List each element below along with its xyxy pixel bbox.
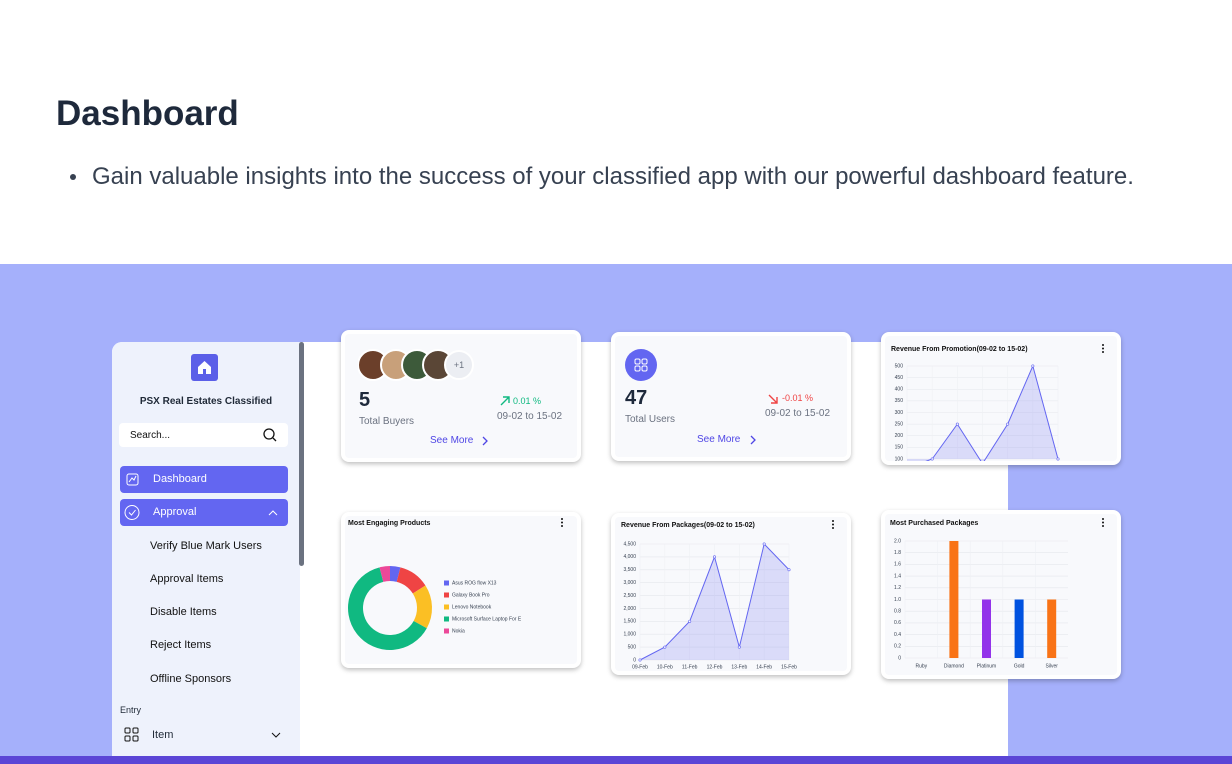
avatar-more: +1 — [453, 360, 465, 370]
avatars — [358, 349, 474, 381]
submenu-item[interactable]: Approval Items — [150, 573, 224, 585]
stat-change: -0.01 % — [782, 393, 814, 403]
chevron — [750, 435, 756, 445]
item-icons — [124, 727, 281, 742]
search-icon — [263, 428, 277, 442]
see-more[interactable]: See More — [430, 435, 474, 446]
bullet-text: Gain valuable insights into the success … — [92, 163, 1134, 190]
app-name: PSX Real Estates Classified — [139, 396, 273, 407]
search-box[interactable] — [119, 423, 288, 447]
entry-item[interactable]: Item — [152, 729, 174, 741]
bottom-strip — [0, 756, 1232, 764]
trend-up — [500, 396, 510, 406]
section-label: Entry — [120, 705, 142, 715]
submenu-item[interactable]: Reject Items — [150, 639, 212, 651]
menu-label: Dashboard — [153, 473, 207, 485]
submenu-item[interactable]: Disable Items — [150, 606, 217, 618]
see-more[interactable]: See More — [697, 434, 741, 445]
submenu-item[interactable]: Offline Sponsors — [150, 673, 232, 685]
menu-icon — [126, 473, 139, 486]
logo-icon — [198, 361, 211, 374]
logo — [191, 354, 218, 381]
chart-card — [611, 513, 851, 675]
menu-icon — [124, 505, 278, 520]
stat-value: 5 — [359, 389, 371, 411]
page-title: Dashboard — [56, 94, 239, 133]
chart-card — [341, 512, 581, 668]
chart-card — [881, 332, 1121, 465]
menu-label: Approval — [153, 506, 197, 518]
scrollbar[interactable] — [299, 342, 304, 566]
menu-approval[interactable] — [120, 499, 288, 526]
users-icon — [625, 349, 657, 381]
chart-card — [881, 510, 1121, 679]
stat-label: Total Buyers — [359, 416, 415, 427]
stat-period: 09-02 to 15-02 — [765, 408, 831, 419]
stat-change: 0.01 % — [513, 396, 542, 406]
search-placeholder: Search... — [130, 430, 171, 441]
chevron — [482, 436, 488, 446]
sidebar — [112, 342, 300, 756]
trend-down — [768, 394, 778, 404]
stat-value: 47 — [625, 387, 648, 409]
stat-label: Total Users — [625, 414, 676, 425]
menu-dashboard[interactable] — [120, 466, 288, 493]
bullet-dot — [70, 174, 76, 180]
submenu-item[interactable]: Verify Blue Mark Users — [150, 540, 262, 552]
stat-period: 09-02 to 15-02 — [497, 411, 563, 422]
